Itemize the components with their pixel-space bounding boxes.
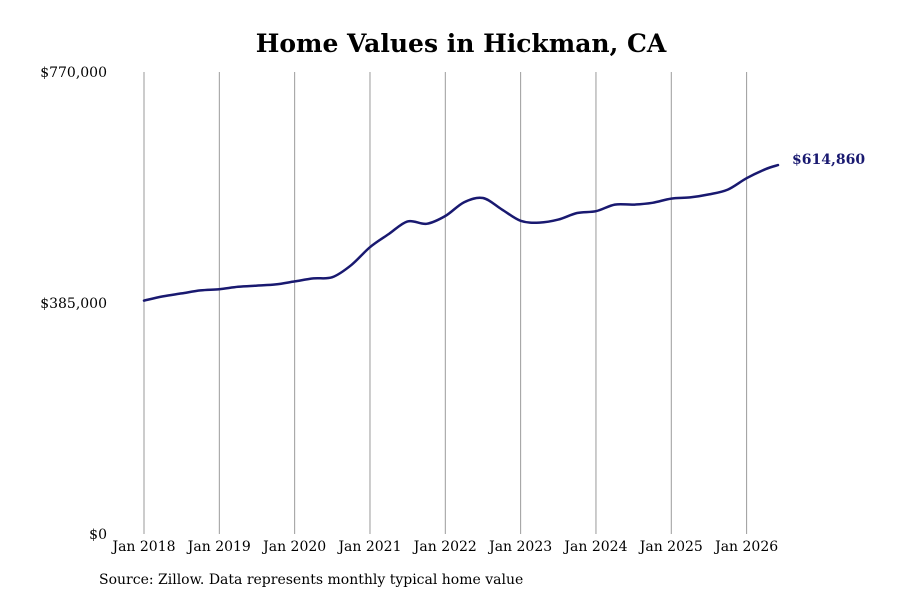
y-tick-label: $0 [89,527,107,543]
x-tick-label: Jan 2018 [110,539,175,555]
x-gridlines [143,72,748,534]
x-tick-label: Jan 2021 [336,539,401,555]
end-value-label: $614,860 [792,152,865,168]
x-tick-label: Jan 2025 [638,539,703,555]
x-tick-label: Jan 2020 [261,539,326,555]
x-tick-label: Jan 2024 [562,539,627,555]
chart-title: Home Values in Hickman, CA [256,29,667,58]
series-layer: $614,860 [142,152,865,302]
x-tick-label: Jan 2019 [186,539,251,555]
y-tick-label: $385,000 [40,296,107,312]
x-tick-label: Jan 2026 [713,539,778,555]
y-tick-label: $770,000 [40,65,107,81]
home-value-line [142,163,780,302]
x-axis-tick-labels: Jan 2018 Jan 2019 Jan 2020 Jan 2021 Jan 2022… [110,539,778,555]
x-tick-label: Jan 2022 [412,539,477,555]
source-note: Source: Zillow. Data represents monthly … [99,572,524,588]
x-tick-label: Jan 2023 [487,539,552,555]
y-axis-tick-labels: $0 $385,000 $770,000 [40,65,107,543]
